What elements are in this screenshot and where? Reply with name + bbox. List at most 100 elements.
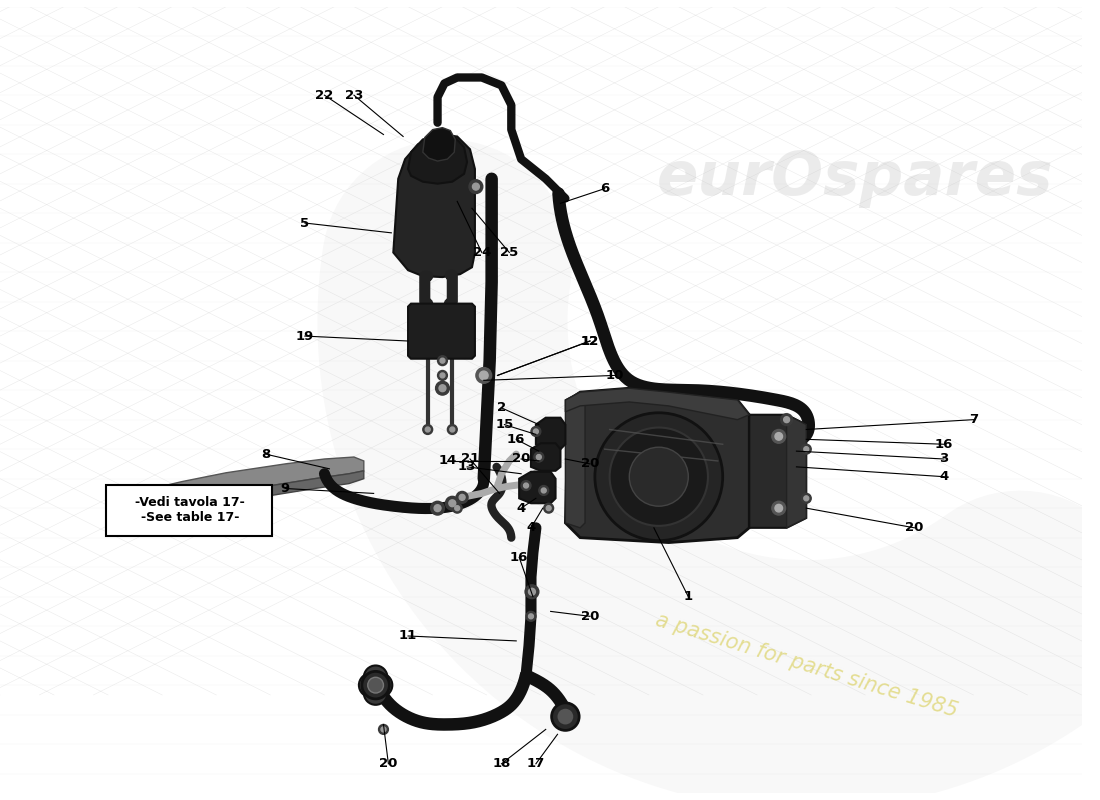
Circle shape <box>804 496 808 501</box>
Circle shape <box>524 483 528 488</box>
Circle shape <box>436 382 450 395</box>
Circle shape <box>449 500 455 506</box>
Circle shape <box>547 506 551 510</box>
Circle shape <box>438 356 448 366</box>
Circle shape <box>440 373 444 378</box>
Circle shape <box>534 452 543 462</box>
Circle shape <box>378 725 388 734</box>
Circle shape <box>772 502 785 515</box>
Text: 9: 9 <box>280 482 289 495</box>
Circle shape <box>539 486 549 495</box>
Text: 18: 18 <box>493 758 510 770</box>
Circle shape <box>629 447 689 506</box>
Text: 13: 13 <box>458 460 476 474</box>
Circle shape <box>526 611 536 622</box>
Text: 6: 6 <box>601 182 609 195</box>
Text: 14: 14 <box>438 454 456 467</box>
Polygon shape <box>145 457 364 506</box>
Circle shape <box>450 427 454 432</box>
Polygon shape <box>536 418 565 449</box>
Circle shape <box>558 709 573 725</box>
Text: 4: 4 <box>517 502 526 514</box>
Text: 20: 20 <box>379 758 397 770</box>
Circle shape <box>439 385 446 392</box>
Text: 10: 10 <box>605 369 624 382</box>
Circle shape <box>362 671 389 699</box>
Circle shape <box>609 427 708 526</box>
Text: 19: 19 <box>296 330 314 342</box>
Text: 20: 20 <box>905 522 924 534</box>
Text: 17: 17 <box>527 758 544 770</box>
Text: a passion for parts since 1985: a passion for parts since 1985 <box>652 610 960 721</box>
Circle shape <box>422 425 432 434</box>
Circle shape <box>525 585 539 598</box>
Circle shape <box>459 494 465 500</box>
Circle shape <box>440 358 444 363</box>
Circle shape <box>446 496 459 510</box>
Circle shape <box>364 682 387 705</box>
Text: 21: 21 <box>461 453 480 466</box>
Polygon shape <box>749 414 806 528</box>
Text: 20: 20 <box>581 458 600 470</box>
Polygon shape <box>408 304 475 358</box>
Polygon shape <box>145 470 364 516</box>
Circle shape <box>426 427 430 432</box>
Polygon shape <box>422 128 455 161</box>
Text: 12: 12 <box>581 334 600 347</box>
Text: 1: 1 <box>684 590 693 603</box>
Circle shape <box>528 614 534 618</box>
Polygon shape <box>565 388 749 542</box>
Text: 16: 16 <box>510 551 528 564</box>
Text: 16: 16 <box>507 433 526 446</box>
Text: -Vedi tavola 17-
-See table 17-: -Vedi tavola 17- -See table 17- <box>135 496 244 524</box>
Circle shape <box>469 180 483 194</box>
Circle shape <box>359 674 383 697</box>
Circle shape <box>476 367 492 383</box>
Polygon shape <box>408 134 468 184</box>
Text: 4: 4 <box>939 470 948 483</box>
Circle shape <box>802 444 811 454</box>
Circle shape <box>595 413 723 541</box>
Text: 20: 20 <box>512 453 530 466</box>
Polygon shape <box>394 134 475 277</box>
Circle shape <box>802 494 811 503</box>
Polygon shape <box>786 414 806 528</box>
Circle shape <box>543 503 553 513</box>
Circle shape <box>452 503 462 513</box>
Circle shape <box>537 454 541 459</box>
Circle shape <box>431 502 444 515</box>
Circle shape <box>438 370 448 380</box>
Polygon shape <box>145 498 160 514</box>
Circle shape <box>368 674 393 697</box>
Text: 5: 5 <box>300 217 309 230</box>
Circle shape <box>528 588 536 595</box>
Text: 24: 24 <box>473 246 491 259</box>
Polygon shape <box>565 388 749 420</box>
Circle shape <box>521 481 531 490</box>
Text: 16: 16 <box>935 438 953 450</box>
Circle shape <box>783 417 790 422</box>
Polygon shape <box>519 472 556 503</box>
Circle shape <box>804 446 808 452</box>
Circle shape <box>448 425 458 434</box>
Text: 3: 3 <box>939 453 948 466</box>
Circle shape <box>541 488 547 493</box>
Text: 25: 25 <box>500 246 518 259</box>
Circle shape <box>454 506 460 510</box>
Circle shape <box>776 504 782 512</box>
Polygon shape <box>565 392 585 528</box>
Circle shape <box>480 371 488 380</box>
Text: 23: 23 <box>344 89 363 102</box>
Text: 2: 2 <box>497 402 506 414</box>
Text: eurOspares: eurOspares <box>657 150 1054 208</box>
Text: 15: 15 <box>495 418 514 431</box>
Circle shape <box>381 727 386 732</box>
Text: 4: 4 <box>526 522 536 534</box>
Circle shape <box>456 491 468 503</box>
Circle shape <box>772 430 785 443</box>
Circle shape <box>473 183 480 190</box>
Text: 12: 12 <box>581 334 600 347</box>
Text: 20: 20 <box>581 610 600 623</box>
Text: 11: 11 <box>399 630 417 642</box>
Circle shape <box>434 505 441 512</box>
